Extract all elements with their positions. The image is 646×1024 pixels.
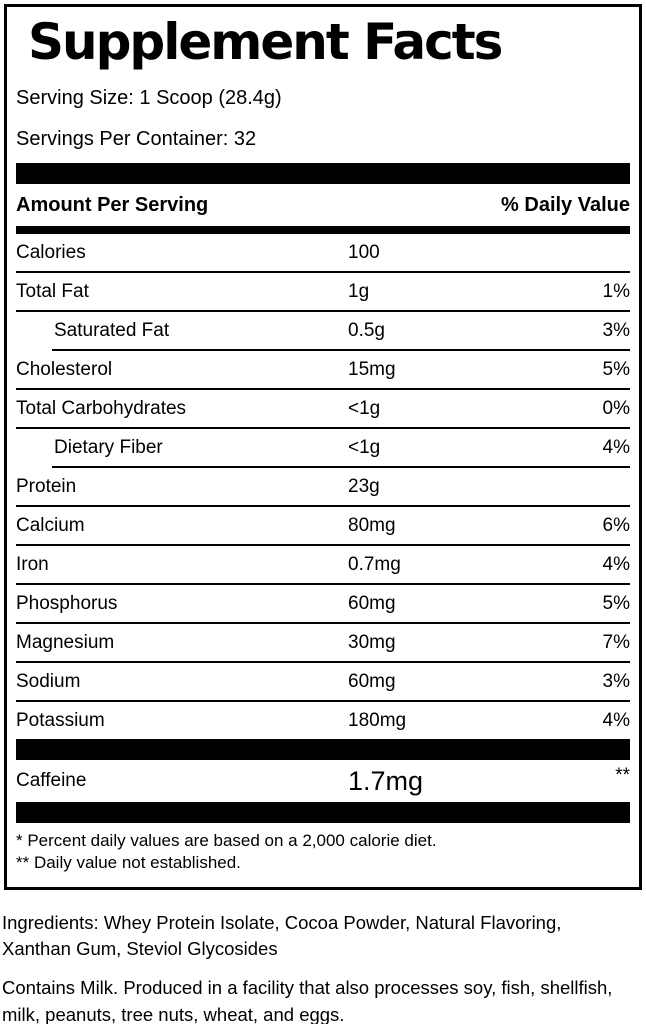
row-daily-value: 3%	[602, 670, 630, 692]
row-amount: 80mg	[348, 514, 396, 536]
row-daily-value: 4%	[602, 553, 630, 575]
table-row: Cholesterol 15mg 5%	[16, 351, 630, 388]
row-daily-value: 5%	[602, 358, 630, 380]
row-amount: 15mg	[348, 358, 396, 380]
row-amount: 60mg	[348, 592, 396, 614]
facts-table: Calories 100 Total Fat 1g 1% Saturated Fat 0.5…	[16, 234, 630, 739]
daily-value-header: % Daily Value	[501, 193, 630, 216]
table-header-row: Amount Per Serving % Daily Value	[16, 184, 630, 226]
footnote-not-established: ** Daily value not established.	[16, 853, 241, 873]
thick-divider-top	[16, 163, 630, 184]
row-label: Total Fat	[16, 280, 89, 302]
row-separator	[52, 349, 630, 351]
supplement-facts-label: Supplement Facts Serving Size: 1 Scoop (…	[4, 4, 642, 890]
row-daily-value: 3%	[602, 319, 630, 341]
row-label: Iron	[16, 553, 49, 575]
caffeine-row: Caffeine 1.7mg **	[16, 760, 630, 802]
table-row: Potassium 180mg 4%	[16, 702, 630, 739]
row-label: Total Carbohydrates	[16, 397, 187, 419]
row-daily-value: 1%	[602, 280, 630, 302]
medium-divider-header	[16, 226, 630, 234]
row-separator	[16, 310, 630, 312]
table-row: Phosphorus 60mg 5%	[16, 585, 630, 622]
servings-per-container-text: Servings Per Container: 32	[16, 128, 257, 150]
table-row: Iron 0.7mg 4%	[16, 546, 630, 583]
table-row: Sodium 60mg 3%	[16, 663, 630, 700]
row-amount: 100	[348, 241, 380, 263]
row-separator	[52, 466, 630, 468]
row-label: Calcium	[16, 514, 85, 536]
amount-per-serving-header: Amount Per Serving	[16, 193, 209, 216]
row-daily-value: **	[615, 765, 630, 786]
footnotes: * Percent daily values are based on a 2,…	[16, 823, 630, 879]
row-label: Protein	[16, 475, 77, 497]
row-label: Cholesterol	[16, 358, 113, 380]
row-daily-value: 0%	[602, 397, 630, 419]
row-label: Potassium	[16, 709, 105, 731]
row-separator	[16, 427, 630, 429]
row-label: Caffeine	[16, 770, 87, 791]
row-daily-value: 5%	[602, 592, 630, 614]
row-amount: 180mg	[348, 709, 407, 731]
table-row: Total Fat 1g 1%	[16, 273, 630, 310]
row-separator	[16, 700, 630, 702]
table-row: Total Carbohydrates <1g 0%	[16, 390, 630, 427]
label-title: Supplement Facts	[28, 13, 503, 71]
row-separator	[16, 271, 630, 273]
row-label: Dietary Fiber	[54, 436, 163, 458]
row-label: Calories	[16, 241, 86, 263]
row-amount: 30mg	[348, 631, 396, 653]
table-row: Protein 23g	[16, 468, 630, 505]
row-amount: 0.5g	[348, 319, 385, 341]
row-daily-value: 4%	[602, 709, 630, 731]
row-separator	[16, 544, 630, 546]
table-row: Calcium 80mg 6%	[16, 507, 630, 544]
footnote-daily-values: * Percent daily values are based on a 2,…	[16, 831, 437, 850]
row-separator	[16, 505, 630, 507]
row-amount: 60mg	[348, 670, 396, 692]
table-row: Dietary Fiber <1g 4%	[16, 429, 630, 466]
row-label: Phosphorus	[16, 592, 118, 614]
row-separator	[16, 622, 630, 624]
row-separator	[16, 583, 630, 585]
serving-size-text: Serving Size: 1 Scoop (28.4g)	[16, 87, 282, 109]
allergen-text: Contains Milk. Produced in a facility th…	[2, 977, 613, 1024]
row-amount: 0.7mg	[348, 553, 401, 575]
row-amount: <1g	[348, 397, 381, 419]
row-separator	[16, 388, 630, 390]
row-daily-value: 4%	[602, 436, 630, 458]
row-amount: 1g	[348, 280, 370, 302]
row-daily-value: 7%	[602, 631, 630, 653]
row-label: Magnesium	[16, 631, 115, 653]
thick-divider-caffeine-top	[16, 739, 630, 760]
row-label: Sodium	[16, 670, 81, 692]
row-amount: <1g	[348, 436, 381, 458]
table-row: Calories 100	[16, 234, 630, 271]
row-daily-value: 6%	[602, 514, 630, 536]
row-separator	[16, 661, 630, 663]
row-label: Saturated Fat	[54, 319, 170, 341]
row-amount: 23g	[348, 475, 380, 497]
table-row: Magnesium 30mg 7%	[16, 624, 630, 661]
row-amount: 1.7mg	[348, 765, 424, 796]
table-row: Saturated Fat 0.5g 3%	[16, 312, 630, 349]
thick-divider-caffeine-bottom	[16, 802, 630, 823]
ingredients-text: Ingredients: Whey Protein Isolate, Cocoa…	[2, 911, 562, 960]
